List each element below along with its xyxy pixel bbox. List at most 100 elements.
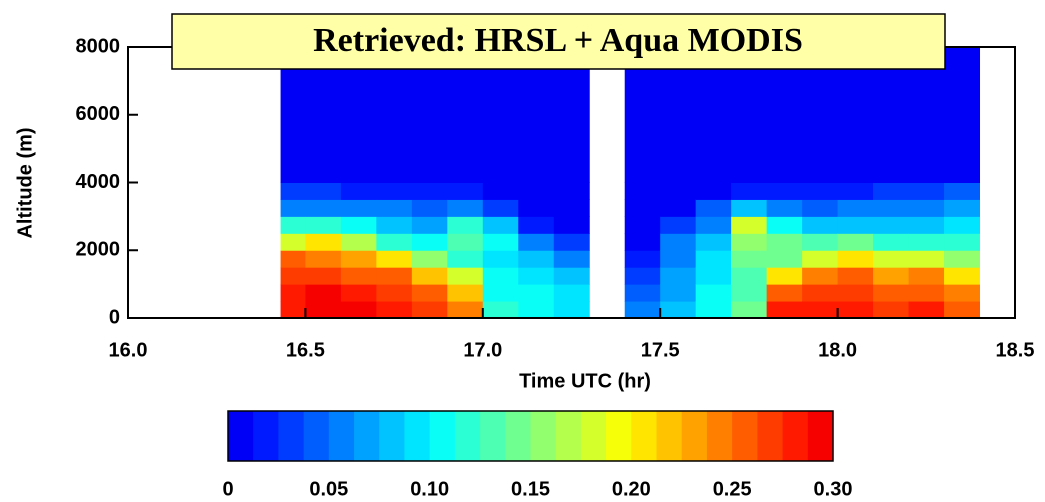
heatmap-cell [624,284,661,302]
heatmap-cell [518,199,555,217]
heatmap-cell [447,233,484,251]
heatmap-cell [305,301,342,319]
heatmap-cell [731,301,768,319]
heatmap-cell [340,216,377,234]
heatmap-cell [447,250,484,268]
heatmap-cell [766,182,803,200]
heatmap-cell [873,301,910,319]
heatmap-cell [802,284,839,302]
heatmap-cell [482,182,519,200]
colorbar-swatch [228,411,254,461]
heatmap-cell [376,199,413,217]
heatmap-cell [518,182,555,200]
colorbar-swatch [480,411,506,461]
heatmap-cell [802,267,839,285]
colorbar-swatch [379,411,405,461]
heatmap-cell [944,267,981,285]
heatmap-cell [802,216,839,234]
heatmap-cell [873,284,910,302]
heatmap-cell [660,182,697,200]
y-tick-label: 8000 [76,35,121,57]
heatmap-cell [766,199,803,217]
heatmap-cell [766,216,803,234]
heatmap-cell [944,199,981,217]
colorbar-swatch [404,411,431,461]
heatmap-cell [518,301,555,319]
heatmap-cell [873,199,910,217]
heatmap-cell [280,216,306,234]
heatmap-cell [802,301,839,319]
heatmap-cell [766,267,803,285]
heatmap-cell [695,284,732,302]
colorbar-swatch [580,411,607,461]
colorbar-tick-label: 0.25 [713,478,752,500]
heatmap-cell [944,216,981,234]
heatmap-cell [482,216,519,234]
heatmap-cell [695,301,732,319]
heatmap-cell [837,199,874,217]
heatmap-cell [447,216,484,234]
heatmap-cell [731,250,768,268]
heatmap-cell [482,233,519,251]
colorbar-tick-label: 0.20 [612,478,651,500]
heatmap-cell [553,284,590,302]
heatmap-cell [766,301,803,319]
heatmap-cell [908,199,945,217]
heatmap-cell [624,199,661,217]
colorbar-tick-label: 0.10 [410,478,449,500]
heatmap-cell [411,301,448,319]
heatmap-cell [731,216,768,234]
heatmap-cell [518,250,555,268]
heatmap-cell [482,250,519,268]
colorbar-swatch [253,411,279,461]
colorbar-swatch [681,411,708,461]
heatmap-cell [660,250,697,268]
heatmap-cell [908,182,945,200]
heatmap-cell [624,250,661,268]
heatmap-cell [660,199,697,217]
heatmap-cell [731,233,768,251]
heatmap-cell [908,267,945,285]
heatmap-cell [766,250,803,268]
colorbar-tick-label: 0 [222,478,233,500]
heatmap-cell [908,301,945,319]
heatmap-cell [447,284,484,302]
heatmap-cell [908,233,945,251]
heatmap-cell [731,267,768,285]
heatmap-cell [376,216,413,234]
heatmap-cell [553,301,590,319]
heatmap-cell [873,250,910,268]
heatmap-cell [482,267,519,285]
y-tick-label: 4000 [76,171,121,193]
heatmap-cell [944,301,981,319]
heatmap-cell [766,284,803,302]
heatmap-cell [280,301,306,319]
heatmap [280,47,981,319]
heatmap-cell [624,301,661,319]
heatmap-cell [695,182,732,200]
heatmap-cell [376,301,413,319]
heatmap-cell [305,199,342,217]
heatmap-cell [660,267,697,285]
heatmap-cell [695,216,732,234]
heatmap-cell [411,284,448,302]
x-tick-label: 18.0 [818,339,857,361]
heatmap-cell [660,301,697,319]
colorbar-swatch [328,411,355,461]
heatmap-cell [482,301,519,319]
x-tick-label: 16.5 [286,339,325,361]
heatmap-cell [837,216,874,234]
heatmap-cell [660,216,697,234]
heatmap-cell [731,284,768,302]
heatmap-cell [305,284,342,302]
heatmap-cell [376,233,413,251]
x-tick-label: 18.5 [996,339,1035,361]
x-tick-label: 17.5 [641,339,680,361]
colorbar-swatch [631,411,658,461]
heatmap-cell [695,267,732,285]
heatmap-cell [695,250,732,268]
colorbar-swatch [732,411,758,461]
heatmap-cell [340,199,377,217]
y-tick-label: 2000 [76,239,121,261]
heatmap-cell [624,233,661,251]
